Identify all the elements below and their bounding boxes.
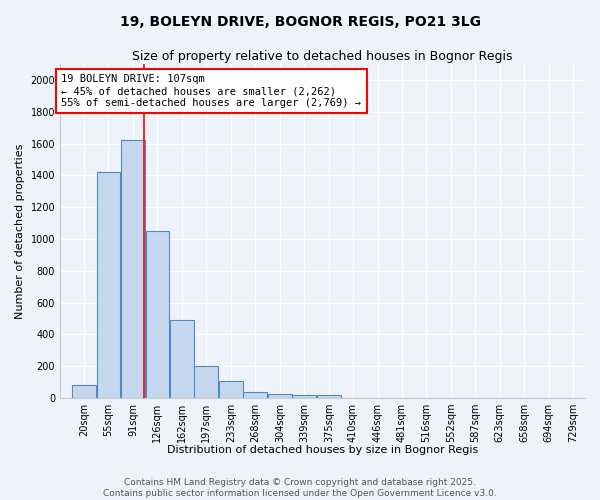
Bar — [268, 394, 292, 398]
X-axis label: Distribution of detached houses by size in Bognor Regis: Distribution of detached houses by size … — [167, 445, 478, 455]
Text: Contains HM Land Registry data © Crown copyright and database right 2025.
Contai: Contains HM Land Registry data © Crown c… — [103, 478, 497, 498]
Bar — [97, 172, 120, 398]
Bar — [317, 396, 341, 398]
Bar — [219, 381, 243, 398]
Bar — [146, 231, 169, 398]
Bar — [292, 394, 316, 398]
Title: Size of property relative to detached houses in Bognor Regis: Size of property relative to detached ho… — [132, 50, 513, 63]
Bar — [73, 385, 96, 398]
Bar — [194, 366, 218, 398]
Text: 19, BOLEYN DRIVE, BOGNOR REGIS, PO21 3LG: 19, BOLEYN DRIVE, BOGNOR REGIS, PO21 3LG — [119, 15, 481, 29]
Bar — [170, 320, 194, 398]
Y-axis label: Number of detached properties: Number of detached properties — [15, 144, 25, 318]
Bar — [244, 392, 267, 398]
Text: 19 BOLEYN DRIVE: 107sqm
← 45% of detached houses are smaller (2,262)
55% of semi: 19 BOLEYN DRIVE: 107sqm ← 45% of detache… — [61, 74, 361, 108]
Bar — [121, 140, 145, 398]
